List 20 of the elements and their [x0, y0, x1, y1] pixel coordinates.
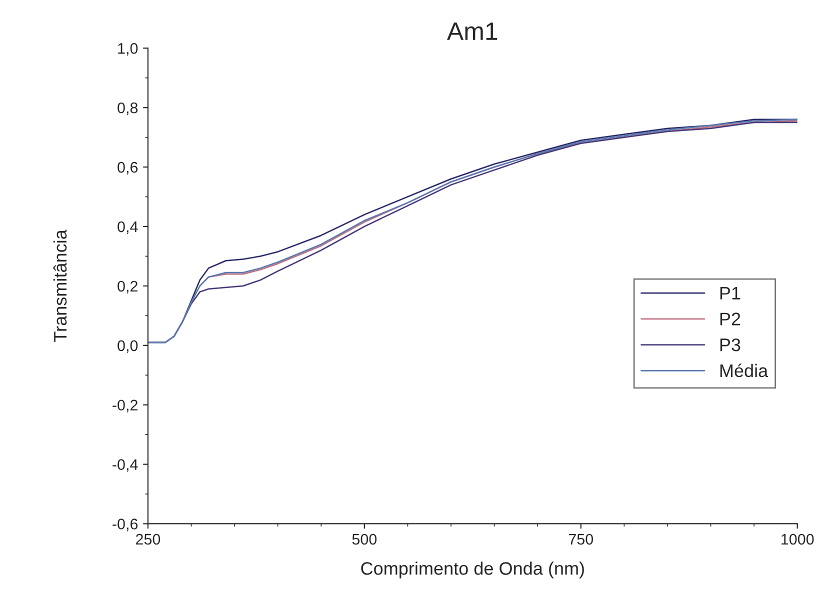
y-tick-label: 0,4	[118, 221, 138, 234]
y-axis-title: Transmitância	[53, 230, 67, 342]
legend-label: P2	[720, 312, 740, 326]
legend-label: P1	[720, 286, 740, 300]
legend-label: Média	[720, 364, 768, 378]
y-tick-label: 0,2	[118, 280, 138, 294]
y-tick-label: 1,0	[118, 43, 138, 56]
x-tick-label: 750	[568, 534, 594, 545]
x-axis-title: Comprimento de Onda (nm)	[361, 562, 584, 578]
y-tick-label: -0,6	[112, 518, 138, 532]
y-tick-label: -0,2	[112, 400, 138, 412]
x-tick-label: 250	[136, 534, 160, 545]
x-tick-label: 500	[352, 534, 377, 545]
x-tick-label: 1000	[782, 534, 814, 545]
y-tick-label: 0,6	[118, 162, 138, 175]
y-tick-label: 0,0	[118, 340, 138, 353]
chart-title: Am1	[447, 22, 498, 40]
y-tick-label: 0,8	[118, 102, 138, 116]
legend-label: P3	[720, 338, 740, 352]
y-tick-label: -0,4	[112, 459, 138, 472]
